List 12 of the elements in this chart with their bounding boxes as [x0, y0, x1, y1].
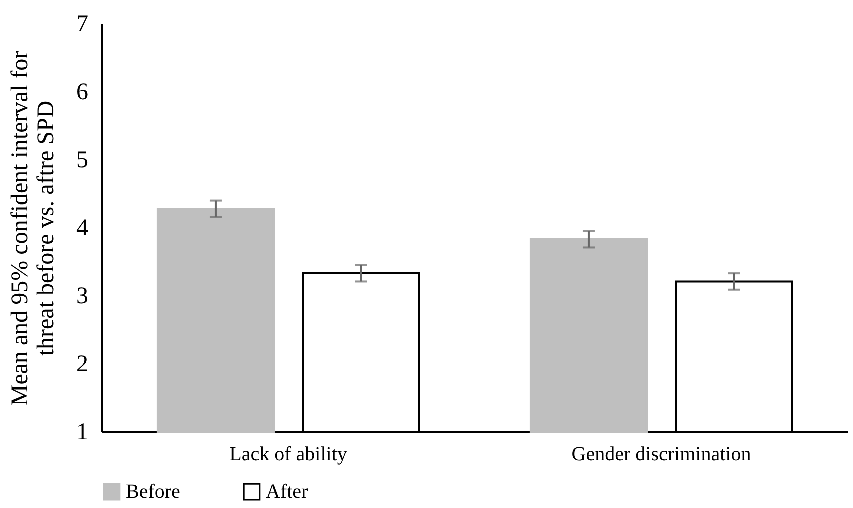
- y-tick-label: 3: [76, 284, 88, 310]
- y-axis-title: Mean and 95% confident interval for threat before vs. aftre SPD: [8, 50, 60, 406]
- x-tick-label: Gender discrimination: [572, 444, 752, 466]
- y-tick-label: 4: [76, 216, 88, 242]
- legend-label: After: [266, 481, 309, 504]
- y-tick-label: 1: [76, 420, 88, 446]
- y-tick-label: 6: [76, 80, 88, 106]
- x-tick-label: Lack of ability: [230, 444, 348, 466]
- legend-label: Before: [126, 481, 181, 504]
- y-tick-label: 5: [76, 148, 88, 174]
- y-tick-label: 7: [76, 12, 88, 38]
- y-tick-label: 2: [76, 352, 88, 378]
